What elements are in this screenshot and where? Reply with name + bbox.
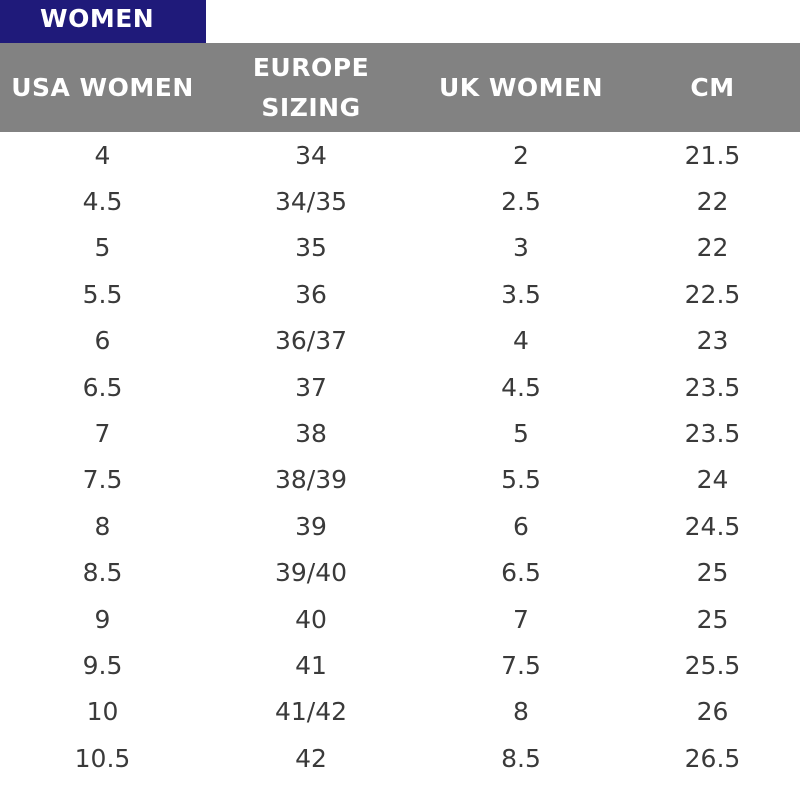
table-row: 4.5 34/35 2.5 22 [0, 178, 800, 224]
cell-uk: 5.5 [501, 465, 541, 495]
table-row: 9.5 41 7.5 25.5 [0, 642, 800, 688]
cell-usa: 9 [94, 604, 111, 634]
header-uk-women: UK WOMEN [438, 72, 604, 102]
table-row: 8.5 39/40 6.5 25 [0, 550, 800, 596]
cell-uk: 2.5 [501, 187, 541, 217]
cell-usa: 7.5 [82, 465, 123, 495]
cell-cm: 22 [696, 187, 729, 217]
cell-usa: 8 [94, 511, 111, 541]
cell-uk: 7 [513, 604, 529, 634]
table-row: 7.5 38/39 5.5 24 [0, 457, 800, 503]
cell-usa: 7 [94, 419, 111, 449]
table-row: 5.5 36 3.5 22.5 [0, 271, 800, 317]
table-header: USA WOMEN EUROPE SIZING UK WOMEN CM [0, 43, 800, 132]
cell-europe: 38/39 [274, 465, 348, 495]
cell-cm: 26 [696, 697, 729, 727]
cell-usa: 4 [94, 140, 111, 170]
cell-cm: 25 [696, 604, 729, 634]
table-row: 9 40 7 25 [0, 596, 800, 642]
cell-uk: 5 [513, 419, 529, 449]
cell-europe: 42 [295, 743, 327, 773]
cell-cm: 23.5 [684, 419, 741, 449]
table-row: 6.5 37 4.5 23.5 [0, 364, 800, 410]
cell-europe: 34 [295, 140, 327, 170]
cell-usa: 10.5 [74, 743, 131, 773]
header-usa-women: USA WOMEN [11, 72, 194, 102]
cell-cm: 25.5 [684, 650, 741, 680]
cell-uk: 3.5 [501, 279, 541, 309]
cell-cm: 23.5 [684, 372, 741, 402]
women-tab: WOMEN [0, 0, 206, 43]
cell-uk: 7.5 [501, 650, 541, 680]
size-table-body: 4 34 2 21.5 4.5 34/35 2.5 22 5 35 3 22 5… [0, 132, 800, 781]
table-row: 10.5 42 8.5 26.5 [0, 735, 800, 781]
cell-europe: 40 [295, 604, 327, 634]
cell-europe: 39 [295, 511, 327, 541]
cell-cm: 24.5 [684, 511, 741, 541]
table-row: 7 38 5 23.5 [0, 410, 800, 456]
cell-usa: 9.5 [82, 650, 123, 680]
table-row: 4 34 2 21.5 [0, 132, 800, 178]
cell-europe: 34/35 [274, 187, 348, 217]
cell-uk: 6.5 [501, 558, 541, 588]
cell-uk: 4 [513, 326, 529, 356]
cell-uk: 3 [513, 233, 529, 263]
cell-cm: 24 [696, 465, 729, 495]
cell-europe: 38 [295, 419, 327, 449]
cell-europe: 41/42 [274, 697, 348, 727]
table-row: 5 35 3 22 [0, 225, 800, 271]
cell-usa: 6.5 [82, 372, 123, 402]
cell-usa: 6 [94, 326, 111, 356]
cell-uk: 8.5 [501, 743, 541, 773]
header-europe-sizing: EUROPE SIZING [252, 52, 370, 122]
cell-cm: 23 [696, 326, 729, 356]
cell-cm: 22.5 [684, 279, 741, 309]
cell-europe: 37 [295, 372, 327, 402]
cell-europe: 36/37 [274, 326, 348, 356]
cell-cm: 26.5 [684, 743, 741, 773]
cell-europe: 36 [295, 279, 327, 309]
table-row: 8 39 6 24.5 [0, 503, 800, 549]
cell-uk: 6 [513, 511, 529, 541]
cell-cm: 21.5 [684, 140, 741, 170]
cell-usa: 5.5 [82, 279, 123, 309]
cell-europe: 39/40 [274, 558, 348, 588]
cell-europe: 41 [295, 650, 327, 680]
cell-uk: 8 [513, 697, 529, 727]
cell-europe: 35 [295, 233, 327, 263]
cell-usa: 5 [94, 233, 111, 263]
cell-usa: 8.5 [82, 558, 123, 588]
table-row: 10 41/42 8 26 [0, 689, 800, 735]
cell-cm: 25 [696, 558, 729, 588]
header-cm: CM [690, 72, 735, 102]
cell-usa: 4.5 [82, 187, 123, 217]
cell-uk: 2 [513, 140, 529, 170]
cell-cm: 22 [696, 233, 729, 263]
table-row: 6 36/37 4 23 [0, 318, 800, 364]
cell-uk: 4.5 [501, 372, 541, 402]
cell-usa: 10 [86, 697, 119, 727]
